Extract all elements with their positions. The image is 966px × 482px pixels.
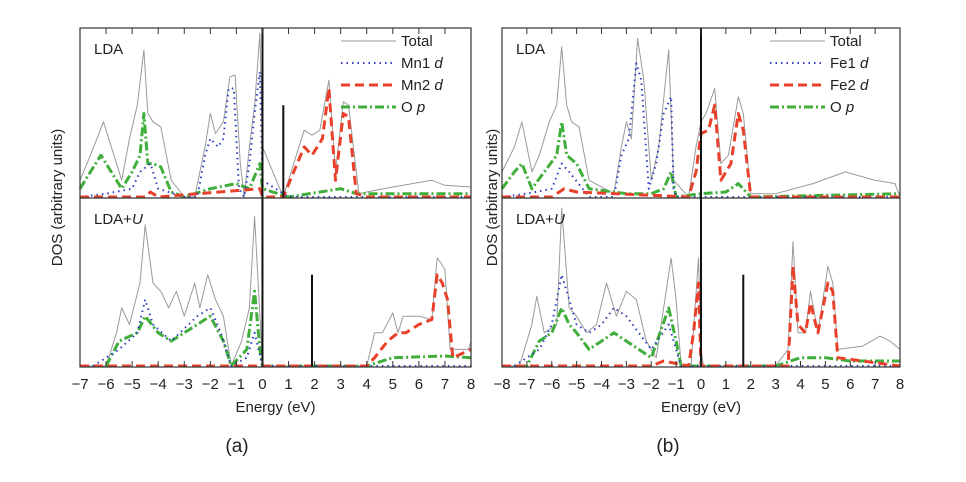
legend-name: Mn2 [401,77,434,94]
legend-label: Total [830,33,862,50]
x-tick-label: −3 [176,376,193,393]
panel-a: LDA LDA+U −7 −6 −5 −4 −3 −2 −1 0 1 2 3 4 5 6 7 8 Energy (e… [49,27,475,457]
legend-name: O [830,99,846,116]
subplot-lda: LDA [500,37,901,199]
legend-orbital: p [416,99,425,116]
x-tick-label: 2 [310,376,318,393]
x-tick-label: 5 [821,376,829,393]
y-axis-label: DOS (arbitrary units) [49,129,66,267]
subplot-label-text: LDA+ [94,211,132,228]
legend-name: Fe2 [830,77,860,94]
x-tick-label: 7 [871,376,879,393]
legend-label: O p [830,99,854,116]
x-axis-label: Energy (eV) [235,399,315,416]
x-tick-label: 2 [747,376,755,393]
series-line-mn2 [80,273,472,368]
subplot-label: LDA+U [94,211,143,228]
x-tick-label: −5 [124,376,141,393]
series-line-mn2 [80,87,471,199]
x-tick-label: −6 [543,376,560,393]
x-tick-label: −5 [568,376,585,393]
legend-name: Fe1 [830,55,860,72]
x-tick-label: 6 [415,376,423,393]
x-tick-label: 1 [722,376,730,393]
x-tick-label: 3 [336,376,344,393]
x-tick-label: 4 [363,376,371,393]
subplot-label: LDA+U [516,211,565,228]
x-tick-label: −1 [668,376,685,393]
legend-orbital: d [860,77,869,94]
series-line-total [79,32,472,198]
x-tick-label: 5 [389,376,397,393]
series-line-fe1 [501,62,900,198]
legend-orbital: d [434,55,443,72]
panel-label: (a) [225,436,248,457]
legend-orbital: p [845,99,854,116]
x-axis-label: Energy (eV) [661,399,741,416]
x-tick-label: −4 [150,376,167,393]
subplot-label-italic: U [132,211,143,228]
x-tick-label: 8 [896,376,904,393]
legend-name: Total [401,33,433,50]
series-line-mn1 [92,298,471,367]
x-tick-label: −7 [71,376,88,393]
legend-orbital: d [434,77,443,94]
legend-label: Fe2 d [830,77,869,94]
x-tick-label: −2 [202,376,219,393]
panel-label: (b) [656,436,679,457]
x-tick-label: 7 [441,376,449,393]
legend-name: Total [830,33,862,50]
subplot-label-text: LDA+ [516,211,554,228]
series-line-total [80,216,472,367]
x-tick-label: −3 [618,376,635,393]
x-tick-label: −4 [593,376,610,393]
x-tick-label: −6 [98,376,115,393]
series-line-o [78,112,471,199]
legend-label: Mn2 d [401,77,443,94]
subplot-label: LDA [94,41,123,58]
series-line-total [501,37,901,198]
x-tick-label: 1 [284,376,292,393]
series-line-o [104,289,472,368]
subplot-label-text: LDA [516,41,545,58]
x-tick-label: −8 [493,376,510,393]
subplot-lda-u: LDA+U [80,211,472,368]
subplot-lda-u: LDA+U [502,207,901,368]
panel-b: LDA LDA+U −8 −7 −6 −5 −4 −3 −2 −1 0 1 2 3 4 5 6 7 8 Energy … [484,27,904,457]
series-line-o [502,306,900,368]
subplot-label-text: LDA [94,41,123,58]
legend-orbital: d [860,55,869,72]
subplot-label: LDA [516,41,545,58]
subplot-label-italic: U [554,211,565,228]
x-tick-label: −2 [643,376,660,393]
x-tick-label: 0 [258,376,266,393]
x-tick-label: −1 [228,376,245,393]
x-tick-label: 4 [796,376,804,393]
x-tick-label: 3 [771,376,779,393]
x-tick-label: −7 [518,376,535,393]
legend-label: O p [401,99,425,116]
subplot-lda: LDA [78,32,472,199]
x-tick-label: 6 [846,376,854,393]
legend-label: Fe1 d [830,55,869,72]
legend-label: Mn1 d [401,55,443,72]
legend-name: O [401,99,417,116]
x-tick-label: 0 [697,376,705,393]
legend-name: Mn1 [401,55,434,72]
series-line-total [502,207,901,367]
series-line-fe1 [513,273,900,367]
series-line-o [500,120,901,199]
legend-label: Total [401,33,433,50]
y-axis-label: DOS (arbitrary units) [484,129,501,267]
series-line-mn1 [79,70,471,198]
x-tick-label: 8 [467,376,475,393]
